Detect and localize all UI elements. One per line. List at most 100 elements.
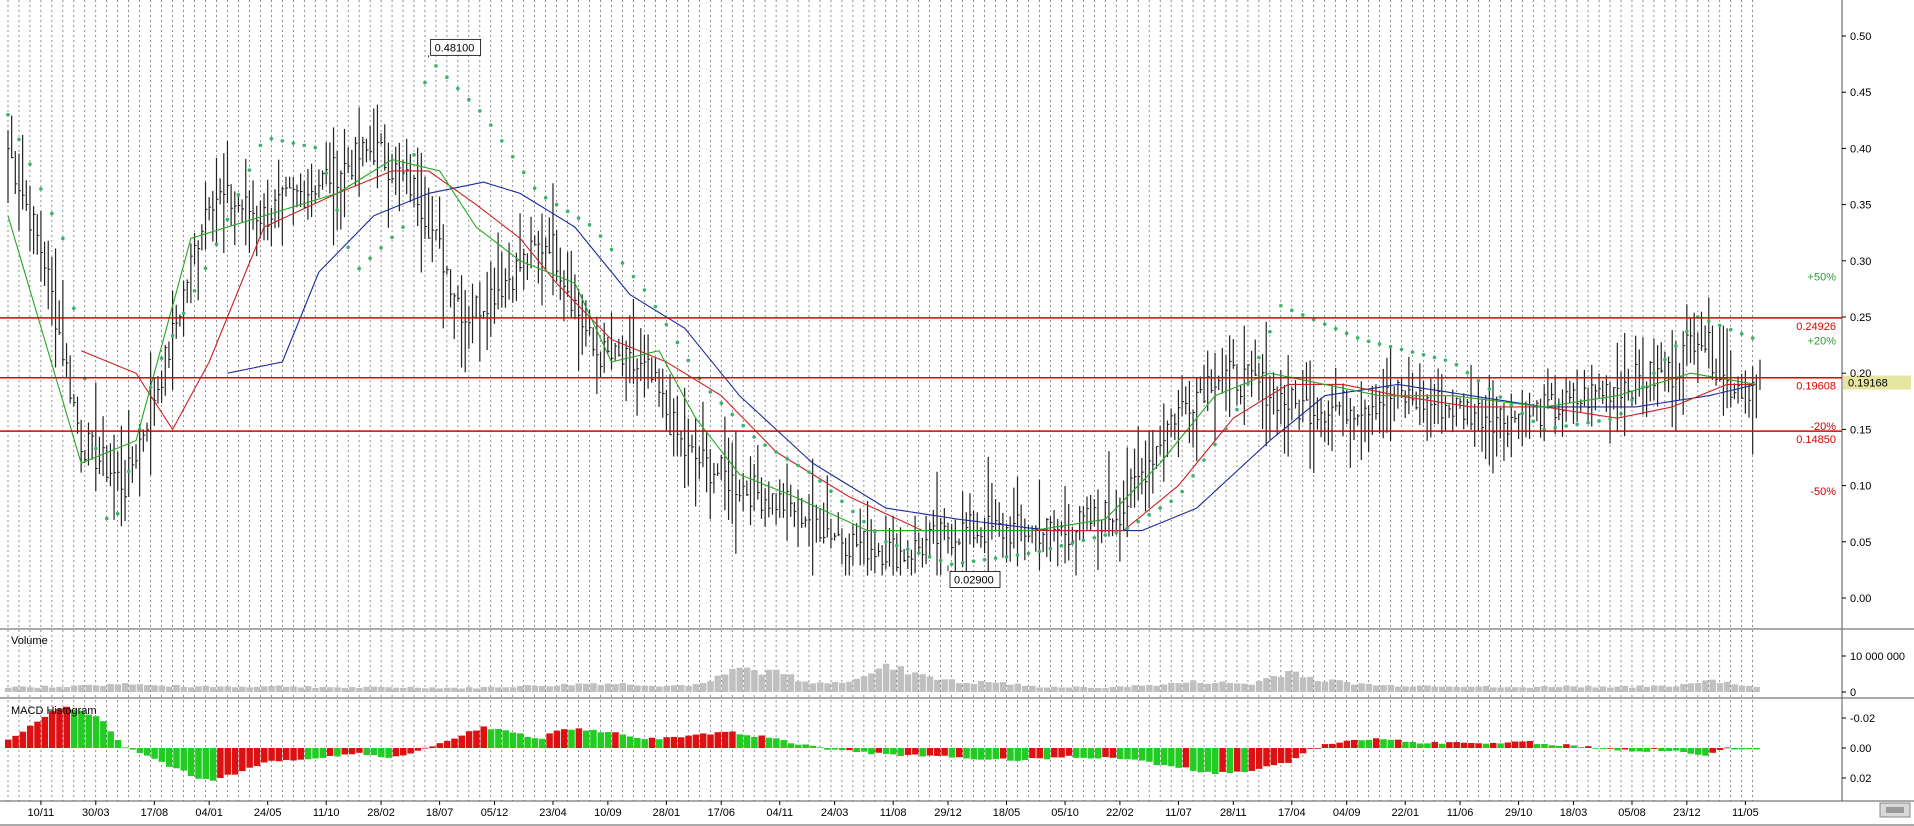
sar-dot [346, 245, 350, 250]
volume-bar [1255, 680, 1263, 692]
macd-bar [1599, 748, 1607, 749]
volume-bar [495, 687, 502, 692]
volume-bar [736, 667, 744, 692]
macd-bar [934, 748, 941, 756]
macd-bar [1131, 748, 1139, 760]
macd-bar [143, 748, 151, 756]
macd-bar [1621, 748, 1629, 750]
sar-dot [291, 141, 296, 145]
sar-dot [1750, 336, 1755, 340]
sar-dot [61, 236, 65, 241]
macd-bar [363, 748, 370, 756]
volume-bar [1468, 686, 1475, 692]
volume-bar [1614, 686, 1621, 692]
sar-dot [1476, 379, 1481, 383]
volume-bar [707, 681, 714, 692]
sar-dot [390, 235, 394, 240]
volume-bar [122, 683, 129, 692]
macd-bar [626, 736, 634, 748]
macd-bar [1372, 738, 1380, 748]
sar-dot [664, 322, 669, 327]
macd-bar [1665, 748, 1673, 752]
sar-dot [1322, 322, 1327, 326]
volume-bar [414, 687, 422, 692]
sar-dot [884, 540, 888, 544]
sar-dot [456, 86, 460, 91]
macd-bar [356, 748, 363, 753]
volume-bar [977, 681, 985, 692]
volume-bar [1577, 687, 1585, 692]
macd-bar [414, 748, 422, 751]
volume-bar [173, 684, 180, 692]
volume-bar [436, 688, 444, 692]
sar-dot [554, 202, 559, 207]
sar-dot [1366, 339, 1371, 344]
volume-bar [1533, 686, 1541, 692]
macd-bar [1094, 748, 1102, 759]
macd-bar [1160, 748, 1168, 766]
macd-bar [692, 734, 700, 748]
volume-bar [363, 686, 370, 692]
macd-bar [1051, 748, 1058, 758]
macd-bar [1182, 748, 1190, 768]
sar-dot [1355, 336, 1360, 340]
macd-bar [209, 748, 217, 781]
volume-bar [1731, 684, 1738, 692]
macd-bar [846, 748, 853, 751]
macd-bar [1087, 748, 1095, 759]
volume-bar [1636, 685, 1643, 692]
volume-bar [1241, 683, 1248, 692]
x-axis-label: 18/03 [1560, 807, 1588, 819]
macd-bar [1321, 744, 1329, 748]
sar-dot [1268, 329, 1272, 334]
volume-bar [239, 686, 246, 692]
sar-dot [938, 558, 943, 563]
x-axis-label: 04/11 [766, 807, 793, 819]
sar-dot [1564, 424, 1568, 428]
volume-bar [282, 687, 290, 692]
macd-bar [1043, 748, 1051, 760]
macd-bar [524, 736, 531, 748]
sar-dot [50, 211, 54, 216]
macd-bar [868, 748, 875, 755]
sar-dot [598, 234, 603, 238]
sar-dot [28, 162, 32, 166]
scroll-button[interactable] [1879, 802, 1911, 818]
sar-dot [181, 311, 186, 316]
sar-dot [1136, 519, 1141, 524]
volume-bar [641, 685, 648, 692]
macd-bar [297, 748, 305, 760]
volume-bar [1138, 685, 1146, 692]
volume-bar [780, 674, 787, 692]
sar-dot [927, 554, 932, 559]
sar-dot [1037, 549, 1042, 554]
macd-bar [860, 748, 868, 752]
sar-dot [478, 109, 482, 113]
macd-bar [1709, 748, 1716, 753]
sar-dot [543, 196, 548, 200]
volume-panel-title: Volume [11, 635, 48, 647]
macd-bar [1431, 741, 1438, 748]
sar-dot [1070, 541, 1075, 545]
macd-bar [714, 732, 722, 748]
sar-dot [368, 256, 372, 261]
macd-bar [1212, 748, 1219, 775]
volume-bar [1329, 679, 1336, 692]
volume-bar [1160, 684, 1168, 692]
volume-bar [180, 686, 188, 692]
macd-bar [1482, 743, 1490, 748]
macd-bar [1731, 748, 1738, 750]
last-price-label: 0.19168 [1848, 378, 1888, 390]
sar-dot [686, 358, 691, 363]
sar-dot [1257, 355, 1261, 360]
volume-bar [334, 687, 341, 692]
x-axis-label: 10/09 [594, 807, 622, 819]
sar-dot [1279, 303, 1283, 308]
macd-bar [436, 743, 444, 748]
sar-dot [1377, 342, 1382, 346]
volume-bar [5, 687, 12, 692]
macd-bar [1541, 743, 1548, 748]
price-axis-label: 0.20 [1850, 368, 1871, 380]
volume-bar [1599, 686, 1607, 692]
